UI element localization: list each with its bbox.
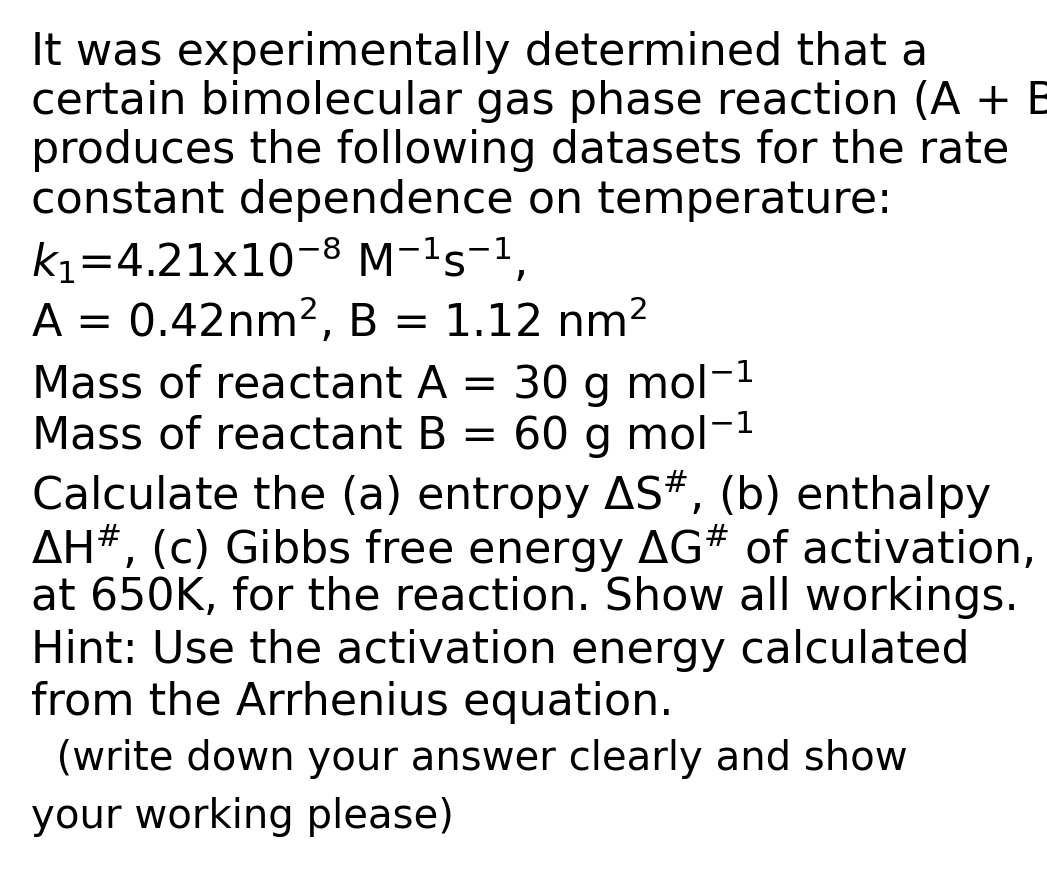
Text: Calculate the (a) entropy $\Delta$S$^{\#}$, (b) enthalpy: Calculate the (a) entropy $\Delta$S$^{\#… [31,469,992,521]
Text: produces the following datasets for the rate: produces the following datasets for the … [31,129,1009,172]
Text: certain bimolecular gas phase reaction (A + B): certain bimolecular gas phase reaction (… [31,80,1047,123]
Text: A = 0.42nm$^2$, B = 1.12 nm$^2$: A = 0.42nm$^2$, B = 1.12 nm$^2$ [31,296,648,346]
Text: Hint: Use the activation energy calculated: Hint: Use the activation energy calculat… [31,629,970,672]
Text: your working please): your working please) [31,797,454,837]
Text: constant dependence on temperature:: constant dependence on temperature: [31,179,893,221]
Text: at 650K, for the reaction. Show all workings.: at 650K, for the reaction. Show all work… [31,576,1019,619]
Text: $\Delta$H$^{\#}$, (c) Gibbs free energy $\Delta$G$^{\#}$ of activation,: $\Delta$H$^{\#}$, (c) Gibbs free energy … [31,522,1034,574]
Text: Mass of reactant A = 30 g mol$^{-1}$: Mass of reactant A = 30 g mol$^{-1}$ [31,357,754,410]
Text: (write down your answer clearly and show: (write down your answer clearly and show [31,739,908,780]
Text: Mass of reactant B = 60 g mol$^{-1}$: Mass of reactant B = 60 g mol$^{-1}$ [31,408,754,461]
Text: from the Arrhenius equation.: from the Arrhenius equation. [31,681,674,724]
Text: It was experimentally determined that a: It was experimentally determined that a [31,31,929,74]
Text: $k_1$=4.21x10$^{-8}$ M$^{-1}$s$^{-1}$,: $k_1$=4.21x10$^{-8}$ M$^{-1}$s$^{-1}$, [31,234,526,286]
